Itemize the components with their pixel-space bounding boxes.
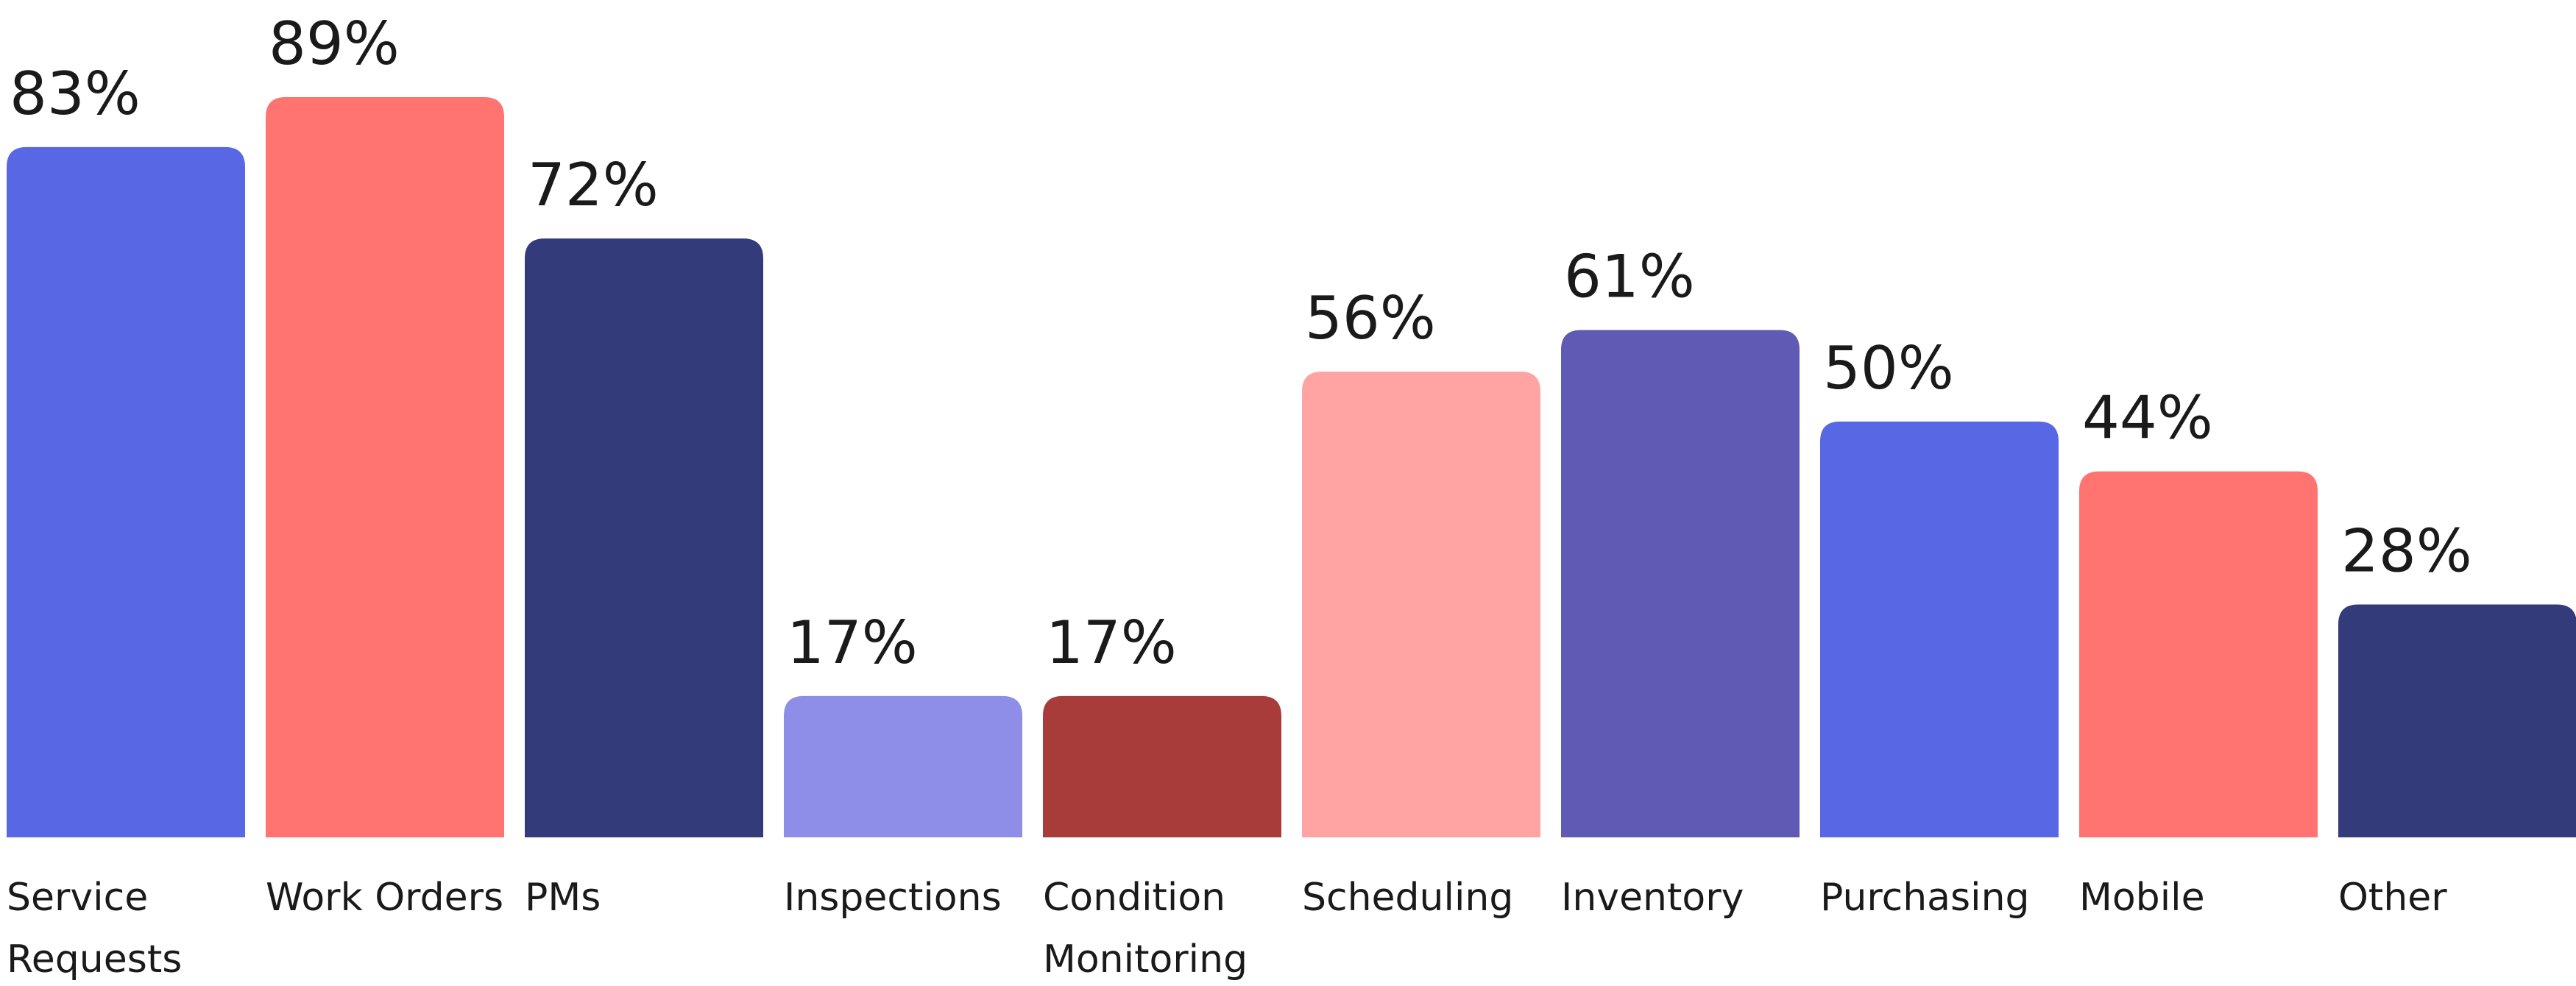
category-label: Inventory — [1561, 876, 1744, 920]
category-label: Inspections — [784, 876, 1002, 920]
category-label: Purchasing — [1820, 876, 2030, 920]
value-label: 89% — [269, 10, 400, 78]
category-label: Service Requests — [7, 876, 183, 982]
bar — [784, 695, 1022, 837]
value-label: 72% — [528, 151, 659, 219]
value-label: 56% — [1305, 284, 1436, 352]
category-label: Mobile — [2079, 876, 2205, 920]
value-label: 83% — [10, 60, 141, 128]
category-label: Condition Monitoring — [1043, 876, 1248, 982]
value-label: 28% — [2341, 517, 2472, 586]
category-label: Scheduling — [1302, 876, 1514, 920]
category-label: PMs — [525, 876, 601, 920]
value-label: 17% — [1046, 609, 1177, 677]
bar — [7, 146, 245, 838]
value-label: 44% — [2082, 384, 2213, 453]
bar — [2079, 471, 2318, 837]
category-label: Other — [2338, 876, 2447, 920]
bar — [1043, 695, 1281, 837]
bar — [266, 97, 504, 837]
bar — [1561, 330, 1800, 837]
bar — [1820, 421, 2059, 837]
value-label: 50% — [1823, 334, 1954, 402]
category-label: Work Orders — [266, 876, 504, 920]
bar — [2338, 604, 2576, 837]
bar — [525, 238, 763, 837]
value-label: 17% — [787, 609, 918, 677]
value-label: 61% — [1564, 242, 1695, 311]
bar — [1302, 372, 1540, 837]
